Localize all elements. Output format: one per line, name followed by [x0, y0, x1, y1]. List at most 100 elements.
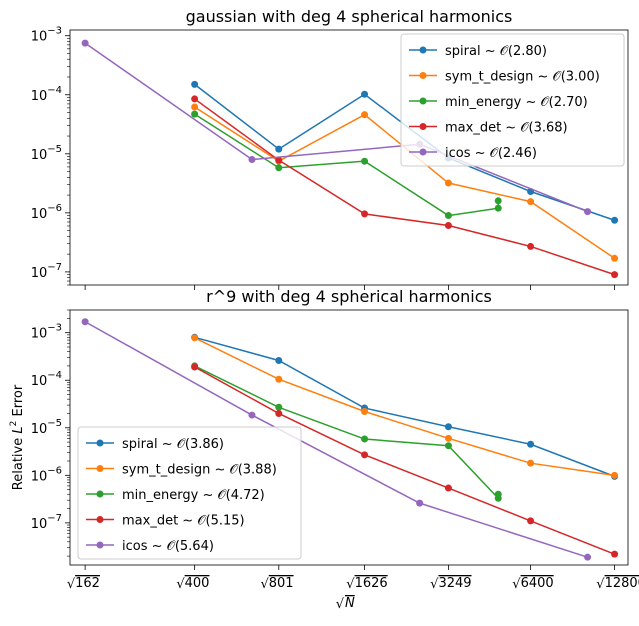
data-point	[191, 110, 199, 118]
data-point	[494, 204, 502, 212]
data-point	[275, 357, 283, 365]
series-5	[81, 318, 592, 561]
data-point	[584, 208, 592, 216]
data-point	[444, 423, 452, 431]
legend-label: sym_t_design ~ 𝒪(3.88)	[122, 463, 277, 478]
legend-swatch-marker	[96, 516, 104, 523]
data-point	[361, 90, 369, 98]
data-point	[275, 145, 283, 153]
data-point	[611, 216, 619, 224]
x-tick-label: 400	[185, 576, 210, 591]
x-tick-radical: √	[596, 577, 605, 592]
y-tick-label: 10−5	[31, 144, 62, 163]
legend-label: min_energy ~ 𝒪(2.70)	[445, 95, 588, 110]
legend-box	[400, 33, 625, 167]
legend-label: spiral ~ 𝒪(2.80)	[445, 44, 547, 59]
legend-label: min_energy ~ 𝒪(4.72)	[122, 488, 265, 503]
legend-label: icos ~ 𝒪(5.64)	[122, 539, 214, 554]
data-point	[527, 517, 535, 525]
series-4	[191, 95, 619, 279]
x-tick-radical: √	[67, 577, 76, 592]
data-point	[444, 222, 452, 230]
legend-label: spiral ~ 𝒪(3.86)	[122, 437, 224, 452]
data-point	[248, 411, 256, 419]
legend-label: max_det ~ 𝒪(3.68)	[445, 121, 568, 136]
data-point	[191, 95, 199, 103]
series-line	[84, 42, 588, 213]
x-axis-label: N	[345, 596, 355, 611]
y-tick-label: 10−3	[31, 323, 62, 342]
data-point	[361, 157, 369, 165]
x-tick-label: 6400	[521, 576, 554, 591]
series-2	[191, 334, 619, 479]
x-tick-label: 3249	[438, 576, 471, 591]
axes-frame	[69, 29, 629, 286]
legend-swatch-marker	[96, 465, 104, 472]
legend-swatch-marker	[419, 72, 427, 79]
data-point	[361, 407, 369, 415]
series-line	[194, 336, 615, 478]
data-point	[611, 254, 619, 262]
data-point	[494, 197, 502, 205]
data-point	[444, 442, 452, 450]
y-tick-label: 10−4	[31, 85, 62, 104]
data-point	[527, 242, 535, 250]
data-point	[191, 80, 199, 88]
series-line	[194, 98, 615, 276]
series-line	[194, 366, 615, 555]
series-line	[194, 337, 615, 477]
y-tick-label: 10−3	[31, 26, 62, 45]
data-point	[584, 553, 592, 561]
x-tick-label: 801	[269, 576, 294, 591]
data-point	[494, 490, 502, 498]
legend-swatch-marker	[419, 46, 427, 54]
data-point	[275, 164, 283, 172]
legend-label: max_det ~ 𝒪(5.15)	[122, 514, 245, 529]
legend-swatch-marker	[419, 97, 427, 105]
y-tick-label: 10−7	[31, 513, 62, 532]
y-tick-label: 10−6	[31, 203, 62, 222]
data-point	[275, 403, 283, 411]
x-tick-radical: √	[176, 577, 185, 592]
panel-1: gaussian with deg 4 spherical harmonics 1…	[31, 7, 629, 290]
y-tick-label: 10−4	[31, 370, 62, 389]
data-point	[275, 409, 283, 417]
series-4	[191, 363, 619, 558]
x-tick-label: 162	[75, 576, 100, 591]
data-point	[527, 459, 535, 467]
y-tick-label: 10−6	[31, 465, 62, 484]
x-tick-radical: √	[260, 577, 269, 592]
y-tick-label: 10−5	[31, 418, 62, 437]
data-point	[191, 334, 199, 342]
chart-title: gaussian with deg 4 spherical harmonics	[186, 7, 513, 26]
x-tick-label: 12800	[605, 576, 639, 591]
x-tick-label: 1626	[355, 576, 388, 591]
legend-swatch-marker	[96, 439, 104, 447]
data-point	[275, 375, 283, 383]
data-point	[527, 440, 535, 448]
legend-box	[77, 426, 302, 560]
chart-title: r^9 with deg 4 spherical harmonics	[206, 287, 492, 306]
legend-swatch-marker	[419, 123, 427, 130]
data-point	[191, 103, 199, 111]
y-axis-label: Relative L2 Error	[9, 384, 26, 490]
data-point	[361, 451, 369, 459]
y-tick-label: 10−7	[31, 262, 62, 281]
legend-swatch-marker	[419, 148, 427, 156]
data-point	[527, 198, 535, 206]
data-point	[81, 39, 89, 47]
data-point	[191, 363, 199, 371]
legend-swatch-marker	[96, 490, 104, 498]
x-tick-radical: √	[430, 577, 439, 592]
data-point	[275, 156, 283, 164]
data-point	[248, 156, 256, 164]
legend: spiral ~ 𝒪(3.86) sym_t_design ~ 𝒪(3.88) mi…	[77, 426, 302, 560]
data-point	[361, 111, 369, 119]
data-point	[444, 179, 452, 187]
series-line	[84, 321, 588, 558]
data-point	[416, 499, 424, 507]
axes-frame	[69, 309, 629, 566]
data-point	[611, 271, 619, 279]
data-point	[611, 550, 619, 558]
